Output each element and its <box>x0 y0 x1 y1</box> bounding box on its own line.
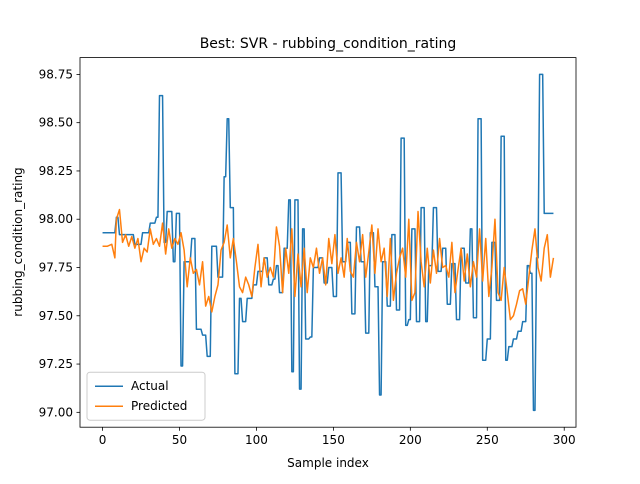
y-tick-label: 97.75 <box>39 261 73 275</box>
x-tick-label: 50 <box>172 433 187 447</box>
y-tick-label: 98.50 <box>39 116 73 130</box>
y-tick-label: 97.25 <box>39 357 73 371</box>
legend-frame <box>86 371 206 421</box>
x-tick-label: 300 <box>553 433 576 447</box>
x-tick-label: 0 <box>99 433 107 447</box>
x-tick-label: 150 <box>322 433 345 447</box>
series-line <box>102 73 554 412</box>
y-tick-label: 97.50 <box>39 309 73 323</box>
x-tick-label: 200 <box>399 433 422 447</box>
legend-label: Predicted <box>131 399 187 413</box>
y-tick-label: 97.00 <box>39 405 73 419</box>
y-tick-label: 98.00 <box>39 212 73 226</box>
chart-title: Best: SVR - rubbing_condition_rating <box>200 36 457 52</box>
x-tick-label: 250 <box>476 433 499 447</box>
series-line <box>102 208 555 321</box>
legend-label: Actual <box>131 379 169 393</box>
x-axis-label: Sample index <box>287 456 369 470</box>
plot-frame <box>79 57 577 428</box>
x-tick-label: 100 <box>245 433 268 447</box>
legend: Actual Predicted <box>86 371 206 421</box>
y-axis-label: rubbing_condition_rating <box>11 167 25 316</box>
y-tick-label: 98.25 <box>39 164 73 178</box>
y-tick-label: 98.75 <box>39 67 73 81</box>
